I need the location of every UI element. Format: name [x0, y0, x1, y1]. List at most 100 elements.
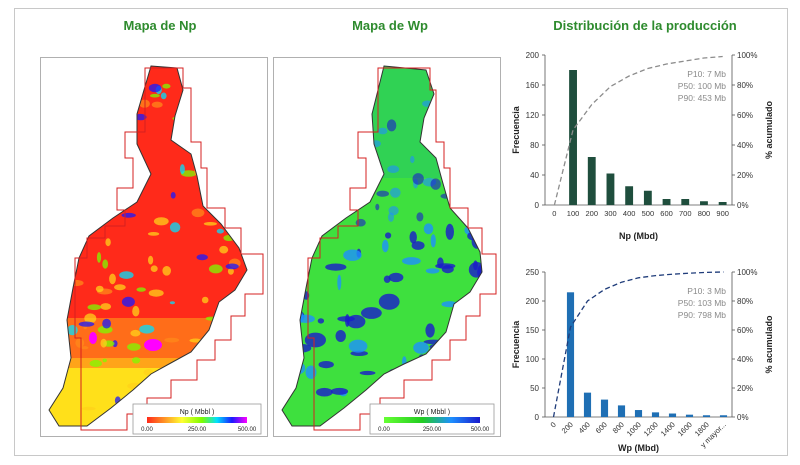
np-map-patch	[225, 263, 239, 270]
np-map-patch	[172, 116, 182, 121]
wp-map-patch	[437, 107, 445, 113]
np-map-patch	[89, 75, 95, 82]
np-legend-tick-0: 0.00	[141, 427, 153, 433]
wp-map-patch	[292, 267, 307, 273]
hist1-bar	[668, 413, 677, 417]
np-map-patch	[205, 316, 217, 321]
hist0-xtick-label: 100	[567, 209, 580, 218]
np-map-patch	[132, 357, 141, 364]
np-map-patch	[169, 222, 181, 233]
wp-map-patch	[337, 274, 342, 291]
np-map-patch	[70, 121, 85, 131]
np-map-patch	[129, 126, 137, 132]
hist1-bar	[685, 414, 694, 417]
np-map-patch	[61, 245, 72, 249]
wp-legend-tick-0: 0.00	[378, 427, 390, 433]
wp-map-patch	[416, 212, 424, 222]
wp-map-patch	[378, 293, 400, 310]
wp-map-patch	[463, 218, 474, 228]
np-map-patch	[89, 359, 102, 368]
hist0-y2tick-label: 60%	[737, 111, 753, 120]
np-map-title: Mapa de Np	[123, 18, 197, 33]
hist0-bar	[643, 190, 652, 205]
np-map-patch	[238, 348, 244, 354]
wp-map-patch	[343, 249, 362, 261]
np-map-patch	[81, 406, 96, 411]
wp-map-patch	[468, 134, 473, 145]
wp-map-patch	[388, 368, 407, 377]
np-map-patch	[243, 229, 247, 237]
hist0-bar	[681, 199, 690, 205]
np-map-patch	[88, 125, 97, 132]
np-map-patch	[105, 238, 111, 247]
np-legend: Np ( Mbbl ) 0.00 250.00 500.00	[132, 403, 262, 435]
wp-map-patch	[410, 155, 415, 164]
np-map-patch	[150, 265, 158, 272]
np-map-patch	[147, 232, 160, 236]
hist0-y2tick-label: 0%	[737, 201, 749, 210]
np-map-patch	[121, 296, 135, 307]
np-map-patch	[226, 193, 234, 197]
np-map-patch	[79, 113, 94, 124]
np-map-patch	[102, 318, 111, 329]
hist0-y2tick-label: 20%	[737, 171, 753, 180]
hist1-annotation: P50: 103 Mb	[678, 298, 726, 308]
hist0-bar	[569, 70, 577, 205]
hist1-xtick-label: 1000	[625, 420, 643, 438]
wp-map-patch	[476, 96, 482, 104]
hist1-cumulative-line	[552, 271, 724, 418]
np-map-patch	[151, 101, 163, 108]
hist0-cumulative-line	[553, 55, 723, 206]
wp-map-patch	[430, 178, 441, 190]
np-map-patch	[130, 329, 141, 337]
np-map-patch	[160, 92, 167, 100]
hist1-xtick-label: 1200	[642, 420, 660, 438]
np-map-patch	[241, 74, 247, 86]
hist1-xtick-label: 1600	[676, 420, 694, 438]
np-map-patch	[112, 126, 121, 136]
wp-map-patch	[411, 241, 425, 250]
wp-map-patch	[332, 216, 341, 221]
wp-map-patch	[441, 301, 458, 308]
np-map-patch	[214, 331, 230, 335]
wp-map-patch	[462, 358, 467, 375]
hist1-xtick-label: 400	[577, 420, 592, 435]
wp-map-patch	[316, 147, 327, 158]
wp-map-title: Mapa de Wp	[352, 18, 428, 33]
hist0-annotation: P90: 453 Mb	[678, 93, 726, 103]
hist1-bar	[583, 392, 592, 417]
np-map-patch	[180, 170, 197, 177]
np-map-patch	[237, 106, 243, 111]
np-map-patch	[132, 305, 140, 317]
hist0-bar	[662, 199, 671, 205]
wp-map-patch	[388, 272, 404, 283]
distribution-title: Distribución de la producción	[553, 18, 737, 33]
wp-map-patch	[308, 156, 320, 162]
wp-map-patch	[433, 383, 448, 390]
wp-map-patch	[385, 232, 392, 239]
wp-map-patch	[382, 239, 389, 253]
wp-map-patch	[476, 140, 482, 149]
np-map-patch	[162, 266, 171, 276]
wp-map-patch	[436, 383, 442, 400]
wp-map-patch	[413, 341, 429, 354]
hist0-y2tick-label: 80%	[737, 81, 753, 90]
wp-map-patch	[359, 370, 376, 376]
np-map-patch	[84, 188, 93, 192]
hist1-xlabel: Wp (Mbd)	[618, 443, 659, 453]
np-map-patch	[119, 271, 134, 279]
hist1-bar	[566, 292, 575, 417]
np-map-patch	[170, 192, 176, 199]
np-map-patch	[86, 93, 103, 97]
np-map-patch	[232, 229, 242, 233]
np-map-patch	[96, 252, 102, 263]
np-map-patch	[113, 116, 120, 124]
wp-map-patch	[390, 187, 401, 198]
hist0-ytick-label: 120	[526, 111, 540, 120]
np-map-patch	[72, 99, 81, 103]
wp-map-patch	[300, 191, 311, 204]
hist0-bar	[606, 173, 615, 205]
hist0-annotation: P50: 100 Mb	[678, 81, 726, 91]
hist0-ytick-label: 40	[530, 171, 539, 180]
wp-lease-boundary	[307, 67, 497, 431]
